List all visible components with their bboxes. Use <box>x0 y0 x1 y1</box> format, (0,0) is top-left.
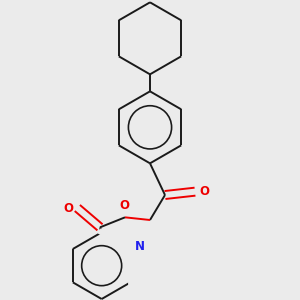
Text: O: O <box>63 202 73 214</box>
Text: N: N <box>134 241 145 254</box>
Text: O: O <box>199 185 209 198</box>
Text: O: O <box>120 199 130 212</box>
